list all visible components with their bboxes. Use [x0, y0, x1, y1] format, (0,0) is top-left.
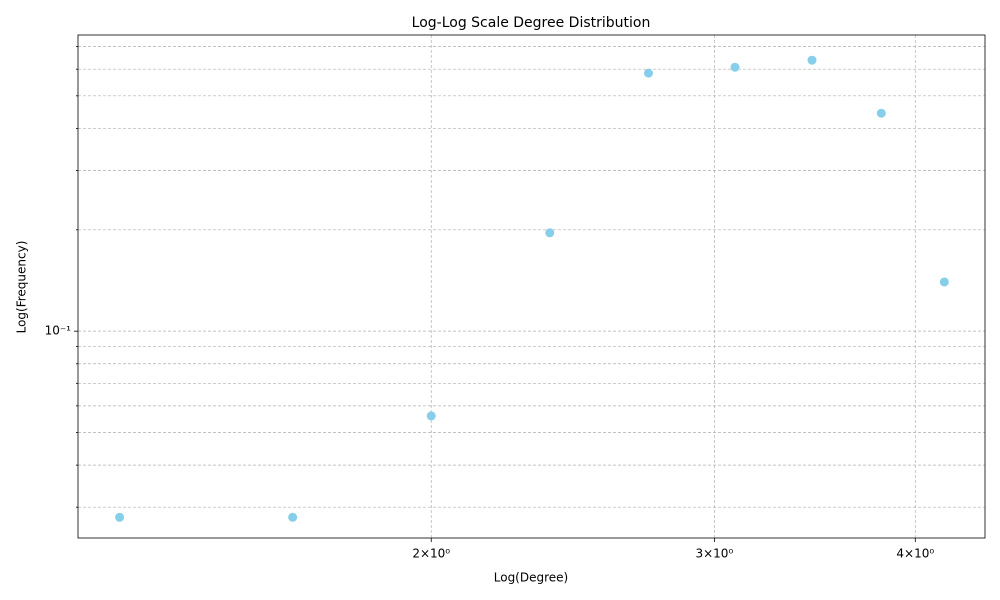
point [939, 277, 949, 287]
x-axis-label: Log(Degree) [494, 571, 568, 585]
point [545, 228, 555, 238]
y-tick-label: 10⁻¹ [45, 324, 72, 338]
chart-title: Log-Log Scale Degree Distribution [412, 15, 651, 31]
point [644, 68, 654, 78]
point [730, 62, 740, 72]
point [426, 411, 436, 421]
point [115, 512, 125, 522]
point [807, 55, 817, 65]
x-tick-label: 3×10⁰ [695, 547, 733, 561]
x-tick-label: 4×10⁰ [896, 547, 934, 561]
y-axis-label: Log(Frequency) [15, 241, 29, 334]
point [876, 108, 886, 118]
point [288, 512, 298, 522]
plot-frame [77, 34, 986, 539]
x-tick-label: 2×10⁰ [412, 547, 450, 561]
